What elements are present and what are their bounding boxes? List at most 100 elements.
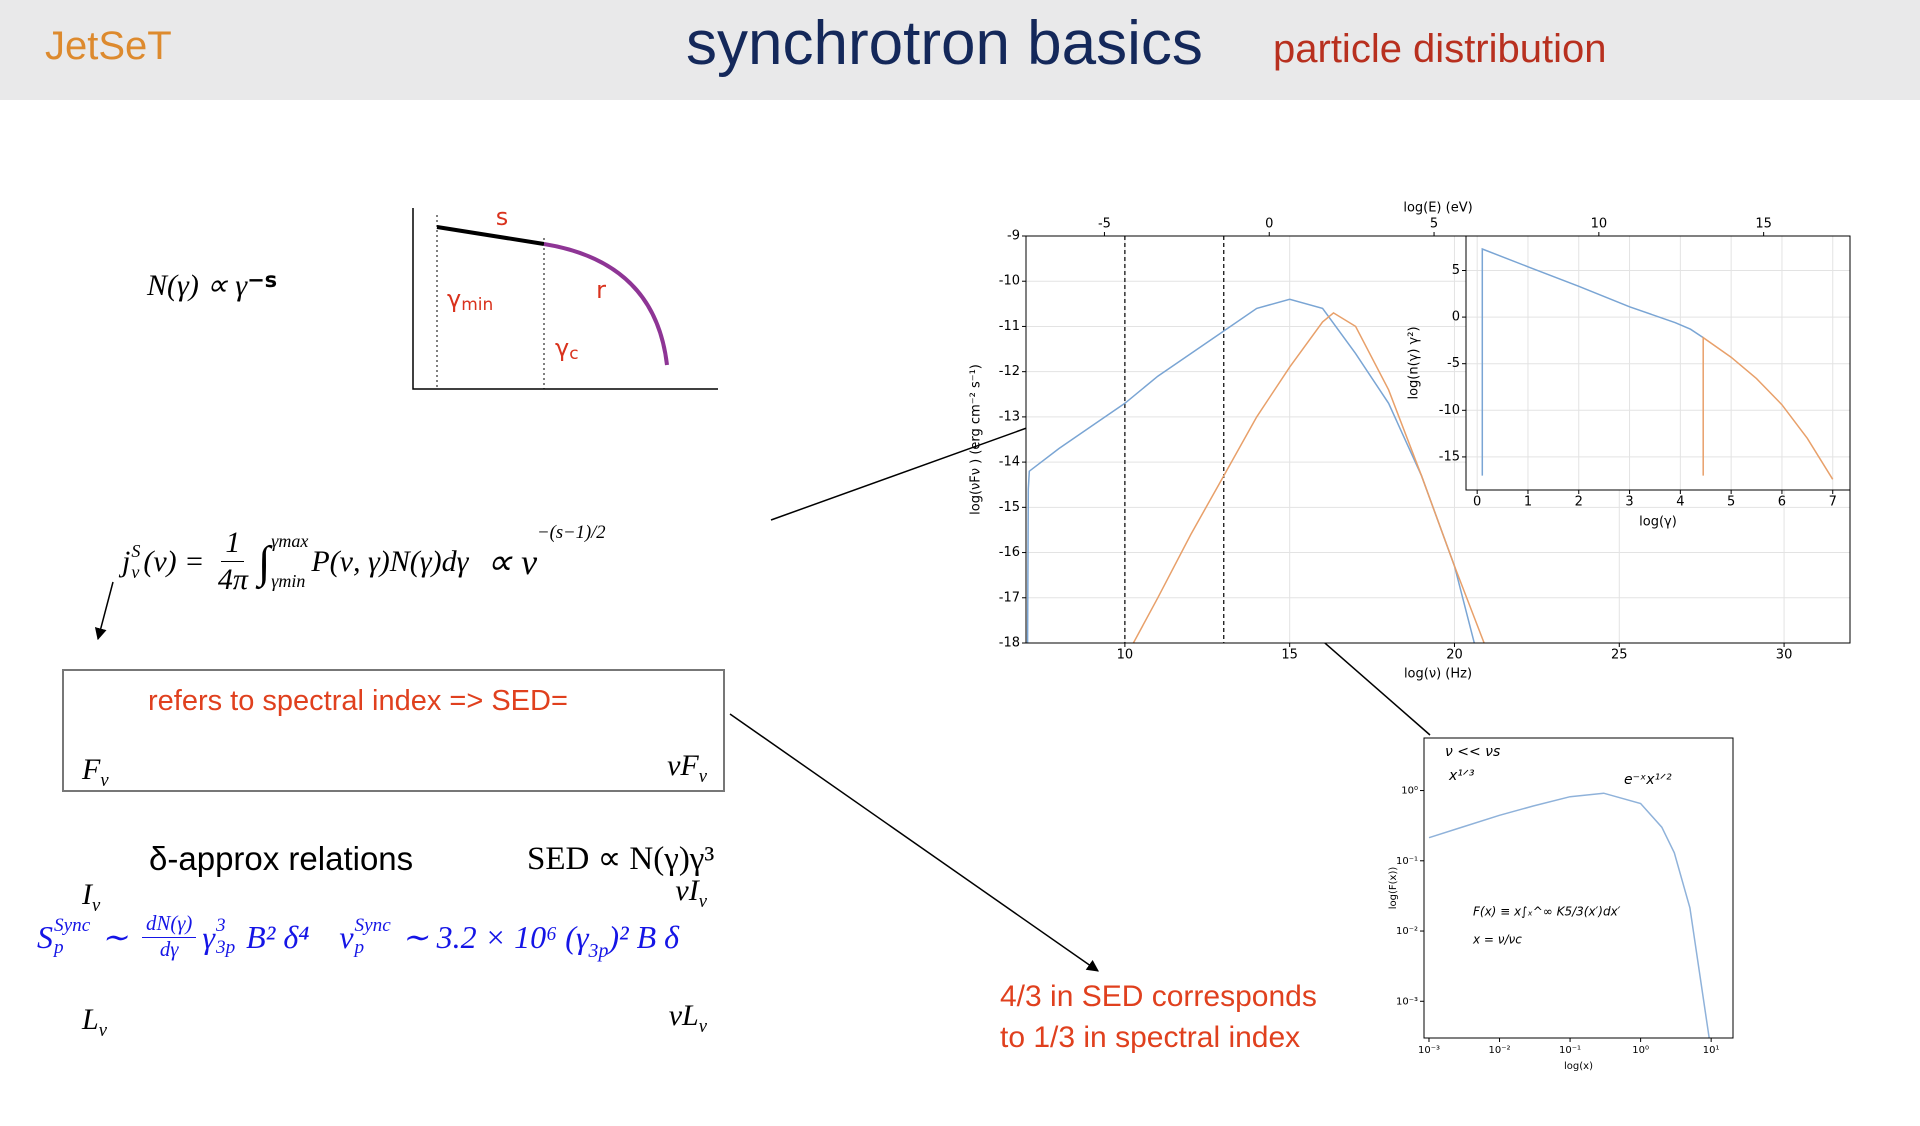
box-right: νFν νIν νLν bbox=[667, 671, 707, 1122]
x2-axis-label: log(E) (eV) bbox=[1403, 201, 1472, 216]
math: ν bbox=[339, 918, 354, 955]
sed-relation: SED ∝ N(γ)γ³ bbox=[527, 841, 715, 877]
math: 3p bbox=[215, 937, 236, 959]
y-tick-label: 10⁻² bbox=[1396, 926, 1418, 937]
math: Sync bbox=[54, 915, 91, 937]
x-tick-label: 0 bbox=[1473, 495, 1481, 510]
y-tick-label: -15 bbox=[999, 500, 1020, 515]
sketch-label: γmin bbox=[447, 285, 493, 315]
header-bar bbox=[0, 0, 1920, 100]
math: 1 bbox=[221, 525, 245, 563]
y-tick-label: -10 bbox=[999, 274, 1020, 289]
y-tick-label: -5 bbox=[1447, 356, 1460, 371]
x-tick-label: 7 bbox=[1829, 495, 1837, 510]
plot-background bbox=[1424, 738, 1733, 1038]
math: νF bbox=[667, 749, 699, 782]
series-line bbox=[1428, 792, 1710, 1038]
math: Fν bbox=[82, 751, 112, 800]
slide-graphics: s γmin r γc -18-17-16-15-14-13-12-11-10-… bbox=[0, 0, 1920, 1072]
math: νI bbox=[675, 874, 699, 907]
x-axis-label: log(γ) bbox=[1639, 515, 1677, 530]
sketch-label: γ bbox=[555, 334, 569, 362]
annotation: F(x) ≡ x∫ₓ^∞ K5/3(x′)dx′ bbox=[1473, 905, 1621, 919]
arrow bbox=[729, 713, 1099, 972]
sketch-label: γ bbox=[447, 285, 461, 313]
math: Sync bbox=[354, 915, 391, 937]
math: 3 bbox=[215, 915, 226, 937]
plot-frame bbox=[1423, 737, 1734, 1039]
sketch-label: s bbox=[496, 203, 509, 231]
y-tick-label: -12 bbox=[999, 364, 1020, 379]
x2-tick-label: 10 bbox=[1591, 217, 1608, 232]
y-tick-label: -11 bbox=[999, 319, 1020, 334]
arrow bbox=[94, 581, 114, 641]
x-tick-label: 10⁻³ bbox=[1418, 1045, 1440, 1056]
plot-frame bbox=[1465, 235, 1851, 491]
math: (ν) = bbox=[143, 544, 212, 578]
x-tick-label: 10¹ bbox=[1703, 1045, 1720, 1056]
box-text: refers to spectral index => SED= bbox=[148, 685, 568, 717]
y-tick-label: -9 bbox=[1007, 229, 1020, 244]
math: ν bbox=[698, 1016, 707, 1037]
y-tick-label: 10⁰ bbox=[1401, 786, 1418, 797]
note: 4/3 in SED corresponds bbox=[1000, 980, 1317, 1013]
series-line bbox=[1132, 311, 1485, 643]
math: dN(γ) bbox=[142, 912, 197, 938]
y-axis-label: log(νFν ) (erg cm⁻² s⁻¹) bbox=[969, 364, 984, 515]
math: j bbox=[122, 544, 131, 578]
math: ∼ 3.2 × 10⁶ (γ bbox=[393, 919, 589, 956]
sketch-power-law bbox=[436, 225, 545, 246]
y-tick-label: 0 bbox=[1452, 310, 1460, 325]
y-tick-label: -17 bbox=[999, 590, 1020, 605]
x-tick-label: 2 bbox=[1575, 495, 1583, 510]
math: Sync p bbox=[54, 915, 90, 959]
x-tick-label: 1 bbox=[1524, 495, 1532, 510]
y-tick-label: 10⁻³ bbox=[1396, 996, 1418, 1007]
annotation: e⁻ˣx¹ᐟ² bbox=[1624, 772, 1672, 788]
distribution-sketch: s γmin r γc bbox=[412, 203, 718, 390]
x2-tick-label: 15 bbox=[1755, 217, 1772, 232]
y-tick-label: 10⁻¹ bbox=[1396, 856, 1418, 867]
x-tick-label: 10⁰ bbox=[1632, 1045, 1649, 1056]
y-tick-label: -13 bbox=[999, 409, 1020, 424]
y-axis-label: log(n(γ) γ²) bbox=[1407, 326, 1422, 399]
x-tick-label: 6 bbox=[1778, 495, 1786, 510]
series-line bbox=[1481, 247, 1704, 476]
x-tick-label: 20 bbox=[1446, 648, 1463, 663]
x-axis-label: log(ν) (Hz) bbox=[1404, 667, 1472, 682]
math: −s bbox=[247, 268, 278, 292]
math: γmin bbox=[271, 570, 306, 591]
math: γmax bbox=[271, 531, 309, 551]
annotation: x = ν/νc bbox=[1472, 933, 1522, 947]
math: ν bbox=[100, 770, 109, 791]
math: γ bbox=[202, 918, 215, 955]
math: Lν bbox=[82, 1001, 112, 1050]
y-tick-label: 5 bbox=[1452, 263, 1460, 278]
sketch-axes bbox=[412, 208, 718, 390]
math: P(ν, γ)N(γ)dγ bbox=[311, 544, 469, 578]
annotation: ν << νs bbox=[1445, 744, 1500, 760]
sketch-cutoff bbox=[543, 242, 669, 366]
x-tick-label: 4 bbox=[1676, 495, 1684, 510]
x-tick-label: 10⁻² bbox=[1489, 1045, 1511, 1056]
math: −(s−1)/2 bbox=[537, 522, 606, 543]
x-tick-label: 25 bbox=[1611, 648, 1628, 663]
x-tick-label: 30 bbox=[1776, 648, 1793, 663]
series-line bbox=[1702, 336, 1834, 480]
logo: JetSeT bbox=[45, 24, 172, 68]
math: ν bbox=[698, 766, 707, 787]
slide-title: synchrotron basics bbox=[686, 9, 1203, 78]
math: ν bbox=[698, 891, 707, 912]
math: ∫ bbox=[257, 536, 271, 587]
x2-tick-label: 0 bbox=[1265, 217, 1273, 232]
math: 3 3p bbox=[216, 915, 235, 959]
math: ν bbox=[92, 895, 101, 916]
math: ∼ bbox=[93, 919, 137, 956]
math: )² B δ bbox=[608, 918, 680, 955]
x-tick-label: 15 bbox=[1281, 648, 1298, 663]
y-tick-label: -15 bbox=[1439, 449, 1460, 464]
sed-box: Fν Iν Lν refers to spectral index => SED… bbox=[62, 669, 725, 1041]
math: S bbox=[37, 918, 53, 955]
math: p bbox=[354, 937, 365, 959]
